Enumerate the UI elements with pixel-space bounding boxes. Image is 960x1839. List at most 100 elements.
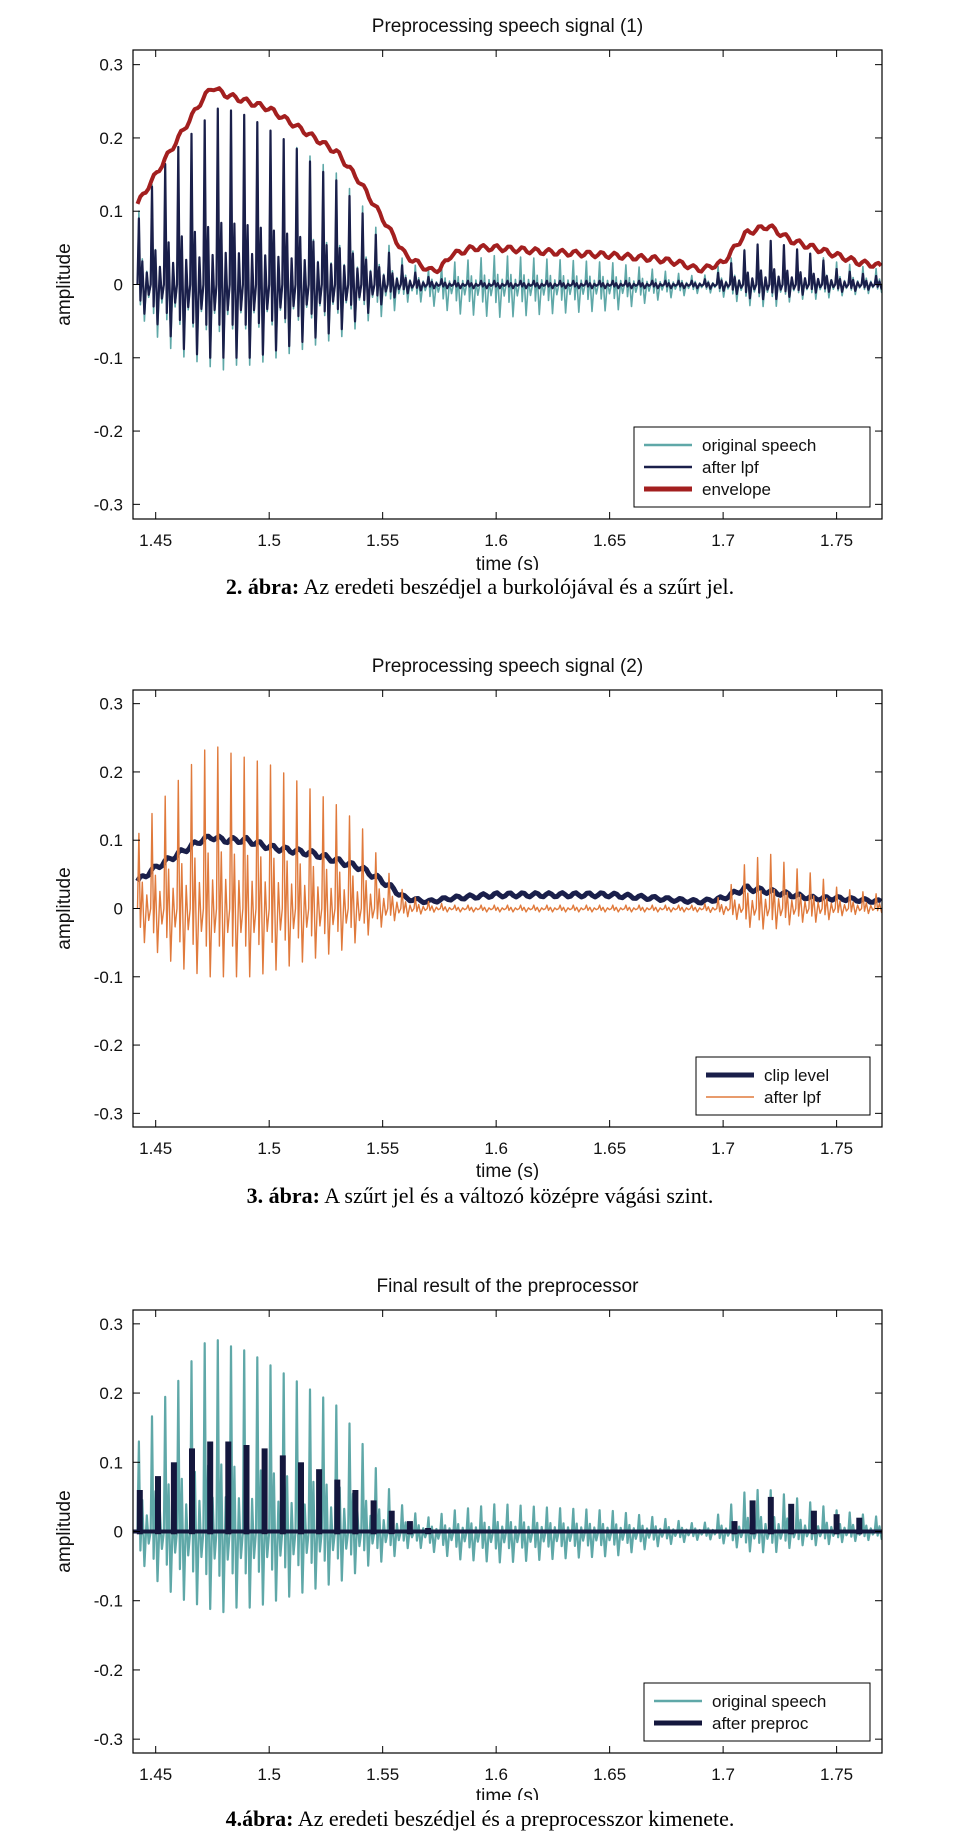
- series-after-preproc: [133, 1441, 882, 1535]
- pulse-bar: [749, 1500, 756, 1535]
- y-tick-label: -0.3: [94, 1730, 123, 1749]
- y-tick-label: 0.1: [99, 1453, 123, 1472]
- x-tick-label: 1.65: [593, 1139, 626, 1158]
- x-tick-label: 1.75: [820, 1765, 853, 1784]
- y-tick-label: -0.2: [94, 1661, 123, 1680]
- caption-label: 4.ábra:: [225, 1806, 294, 1831]
- pulse-bar: [788, 1503, 795, 1535]
- x-tick-label: 1.65: [593, 531, 626, 550]
- y-tick-label: -0.2: [94, 422, 123, 441]
- chart-title: Final result of the preprocessor: [377, 1276, 640, 1297]
- pulse-bar: [136, 1490, 143, 1535]
- x-axis-label: time (s): [476, 1161, 539, 1180]
- pulse-bar: [189, 1448, 195, 1535]
- x-axis-label: time (s): [476, 1786, 539, 1800]
- y-tick-label: 0: [114, 1523, 123, 1542]
- x-tick-label: 1.7: [711, 1765, 735, 1784]
- x-tick-label: 1.6: [484, 531, 508, 550]
- x-tick-label: 1.6: [484, 1139, 508, 1158]
- x-tick-label: 1.55: [366, 1139, 399, 1158]
- figure-3-caption: 4.ábra: Az eredeti beszédjel és a prepro…: [0, 1806, 960, 1832]
- legend: original speech after preproc: [643, 1682, 871, 1742]
- legend: clip level after lpf: [695, 1056, 871, 1116]
- y-tick-label: 0.1: [99, 202, 123, 221]
- series-envelope: [135, 86, 882, 275]
- y-tick-label: 0.3: [99, 1315, 123, 1334]
- figure-1: Preprocessing speech signal (1) 1.45 1.5 1.…: [0, 0, 960, 599]
- x-tick-label: 1.75: [820, 531, 853, 550]
- pulse-bar: [170, 1462, 177, 1535]
- y-tick-label: -0.3: [94, 495, 123, 514]
- plot-series: [135, 746, 882, 978]
- x-tick-label: 1.65: [593, 1765, 626, 1784]
- legend-label: after preproc: [712, 1714, 809, 1733]
- x-tick-label: 1.45: [139, 531, 172, 550]
- y-tick-label: -0.3: [94, 1104, 123, 1123]
- chart-preprocessing-1: Preprocessing speech signal (1) 1.45 1.5 1.…: [54, 16, 883, 570]
- y-tick-label: 0.3: [99, 695, 123, 714]
- y-axis-label: amplitude: [54, 1490, 75, 1572]
- pulse-bar: [731, 1521, 738, 1535]
- x-tick-label: 1.45: [139, 1765, 172, 1784]
- y-tick-label: -0.2: [94, 1036, 123, 1055]
- caption-text: Az eredeti beszédjel a burkolójával és a…: [299, 574, 735, 599]
- pulse-bar: [352, 1490, 359, 1535]
- caption-text: A szűrt jel és a változó középre vágási …: [319, 1183, 714, 1208]
- chart-final-result: Final result of the preprocessor 1.45 1.5 1…: [54, 1276, 883, 1800]
- pulse-bar: [334, 1479, 341, 1535]
- y-axis-label: amplitude: [54, 243, 75, 325]
- y-tick-label: 0.1: [99, 831, 123, 850]
- legend-box: [633, 426, 871, 508]
- series-after-lpf: [136, 107, 882, 359]
- pulse-bar: [767, 1496, 774, 1535]
- plot-series: [133, 1339, 882, 1614]
- chart-preprocessing-2: Preprocessing speech signal (2) 1.45 1.5 1.…: [54, 656, 883, 1180]
- legend-label: after lpf: [702, 458, 759, 477]
- figure-2: Preprocessing speech signal (2) 1.45 1.5 1.…: [0, 620, 960, 1210]
- x-tick-label: 1.5: [257, 1139, 281, 1158]
- caption-label: 2. ábra:: [225, 574, 300, 599]
- legend-label: original speech: [712, 1692, 826, 1711]
- y-axis-label: amplitude: [54, 867, 75, 949]
- y-tick-label: -0.1: [94, 1592, 123, 1611]
- y-tick-label: 0.2: [99, 763, 123, 782]
- plot-series: [135, 86, 882, 371]
- legend-label: envelope: [702, 480, 771, 499]
- x-tick-label: 1.7: [711, 1139, 735, 1158]
- pulse-bar: [261, 1448, 268, 1535]
- pulse-bar: [833, 1514, 840, 1535]
- chart-title: Preprocessing speech signal (1): [372, 16, 643, 37]
- figure-1-caption: 2. ábra: Az eredeti beszédjel a burkolój…: [0, 574, 960, 600]
- pulse-bar: [425, 1528, 432, 1535]
- y-tick-label: 0.2: [99, 129, 123, 148]
- pulse-bar: [155, 1476, 161, 1535]
- chart-title: Preprocessing speech signal (2): [372, 656, 643, 677]
- x-tick-label: 1.5: [257, 1765, 281, 1784]
- pulse-bar: [225, 1441, 232, 1535]
- pulse-bar: [316, 1469, 323, 1535]
- y-tick-label: 0: [114, 276, 123, 295]
- caption-label: 3. ábra:: [246, 1183, 320, 1208]
- pulse-bar: [298, 1462, 304, 1535]
- x-tick-label: 1.55: [366, 1765, 399, 1784]
- legend-label: after lpf: [764, 1088, 821, 1107]
- legend: original speech after lpf envelope: [633, 426, 871, 508]
- x-tick-label: 1.75: [820, 1139, 853, 1158]
- x-tick-label: 1.45: [139, 1139, 172, 1158]
- pulse-bar: [370, 1500, 377, 1535]
- caption-text: Az eredeti beszédjel és a preprocesszor …: [293, 1806, 735, 1831]
- pulse-bar: [279, 1455, 286, 1535]
- y-tick-label: 0: [114, 900, 123, 919]
- legend-label: clip level: [764, 1066, 829, 1085]
- pulse-bar: [207, 1441, 214, 1535]
- legend-label: original speech: [702, 436, 816, 455]
- x-axis-label: time (s): [476, 554, 539, 570]
- figure-3: Final result of the preprocessor 1.45 1.5 1…: [0, 1240, 960, 1839]
- pulse-bar: [406, 1521, 413, 1535]
- y-tick-label: 0.3: [99, 56, 123, 75]
- legend-box: [695, 1056, 871, 1116]
- figure-2-caption: 3. ábra: A szűrt jel és a változó középr…: [0, 1183, 960, 1209]
- x-tick-label: 1.6: [484, 1765, 508, 1784]
- pulse-bar: [388, 1510, 395, 1535]
- x-tick-label: 1.55: [366, 531, 399, 550]
